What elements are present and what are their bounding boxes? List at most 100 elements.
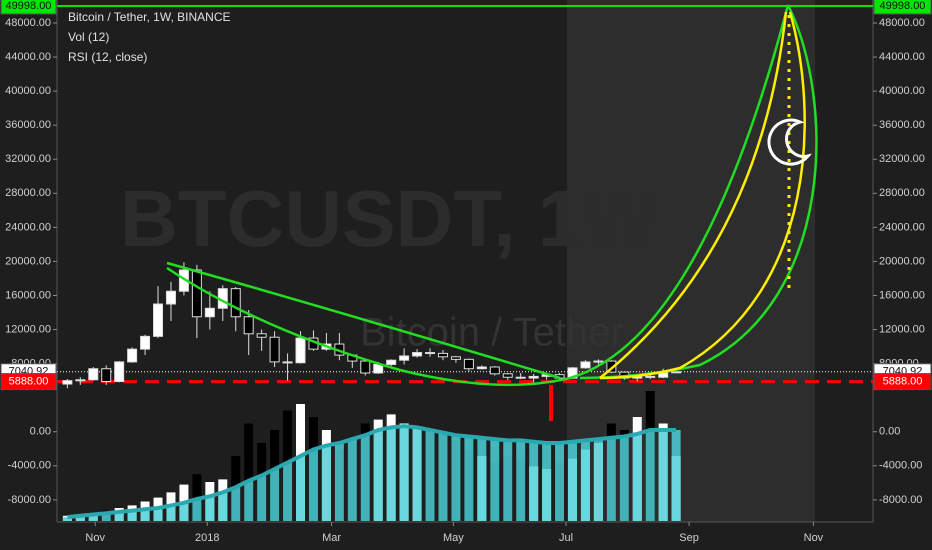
volume-ma-bar [568,441,578,521]
x-tick-label: 2018 [195,532,219,544]
candle-body [515,376,526,379]
volume-ma-bar [580,440,590,521]
candle-body [127,348,138,363]
y-tick-label: 12000.00 [879,323,925,335]
volume-ma-bar [347,439,357,521]
indicator-label: RSI (12, close) [68,50,147,64]
y-tick-label: 0.00 [30,426,51,438]
volume-ma-bar [257,475,267,521]
volume-ma-bar [542,443,552,521]
x-tick-label: Nov [804,532,824,544]
volume-ma-bar [127,510,137,521]
price-label: 49998.00 [880,0,926,12]
marks [57,4,873,521]
y-tick-label: 28000.00 [879,187,925,199]
volume-ma-bar [503,440,513,521]
y-tick-label: 0.00 [879,426,900,438]
trend-curve [166,4,790,387]
candle-body [528,375,539,379]
candle-body [360,360,371,374]
volume-ma-bar [529,441,539,521]
candle-body [256,333,267,338]
price-label-box [0,373,57,391]
volume-ma-bar [218,492,228,521]
candle-body [463,358,474,370]
volume-ma-bar [360,435,370,521]
price-label-box [0,0,57,15]
volume-ma-bar [114,511,124,521]
moon-icon [767,118,812,166]
candle-body [476,366,487,370]
candle-body [101,368,112,382]
volume-ma-bar [231,487,241,521]
y-tick-label: 12000.00 [5,323,51,335]
y-tick-label: -4000.00 [8,460,51,472]
marker [549,385,553,421]
candle-body [191,269,202,318]
volume-ma-bar [438,432,448,521]
candle-body [140,335,151,350]
drawings [166,4,818,421]
volume-ma-bar [270,469,280,521]
candle-body [645,375,656,378]
volume-ma-bar [62,517,72,521]
volume-ma-bar [75,515,85,521]
volume-ma-bar [166,505,176,521]
y-tick-label: 36000.00 [879,119,925,131]
volume-ma-bar [308,449,318,521]
x-tick-label: Sep [679,532,699,544]
indicator-label: Vol (12) [68,30,109,44]
y-tick-label: -4000.00 [879,460,922,472]
y-tick-label: 24000.00 [5,221,51,233]
price-label: 49998.00 [6,0,52,12]
volume-ma-bar [205,496,215,521]
volume-ma-bar [632,433,642,521]
y-tick-label: -8000.00 [879,494,922,506]
candle-body [412,352,423,357]
y-tick-label: 48000.00 [879,17,925,29]
y-tick-label: 16000.00 [5,289,51,301]
volume-ma-bar [555,443,565,521]
candle-body [75,379,86,382]
candle-body [269,336,280,363]
volume-ma-bar [88,514,98,521]
volume-ma-bar [490,439,500,521]
y-tick-label: -8000.00 [8,494,51,506]
y-tick-label: 20000.00 [5,255,51,267]
volume-ma-bar [464,436,474,521]
candle-body [450,356,461,360]
candle-body [593,360,604,363]
watermark-sub: Bitcoin / Tether [360,311,624,355]
volume-ma-bar [412,427,422,521]
y-tick-label: 32000.00 [879,153,925,165]
y-tick-label: 24000.00 [879,221,925,233]
candle-body [165,290,176,305]
x-tick-label: May [443,532,464,544]
volume-ma-bar [477,437,487,521]
volume-ma-bar [451,435,461,521]
volume-ma-bar [619,436,629,521]
candle-body [425,352,436,355]
volume-ma-bar [658,430,668,521]
volume-ma-bar [671,430,681,521]
volume-ma-bar [373,430,383,521]
volume-ma-bar [334,443,344,521]
price-label: 5888.00 [883,376,923,388]
y-tick-label: 44000.00 [5,51,51,63]
volume-ma-bar [386,427,396,521]
candle-body [399,355,410,361]
y-tick-label: 40000.00 [5,85,51,97]
chart-title: Bitcoin / Tether, 1W, BINANCE [68,10,231,24]
y-tick-label: 16000.00 [879,289,925,301]
volume-ma-bar [296,456,306,521]
volume-ma-line [67,424,677,520]
moon-curve [599,11,806,380]
volume-ma-bar [516,440,526,521]
candle-body [204,307,215,318]
price-label-box [873,373,932,391]
volume-bar [244,423,254,521]
y-tick-label: 36000.00 [5,119,51,131]
candle-body [282,361,293,364]
candle-body [386,359,397,365]
